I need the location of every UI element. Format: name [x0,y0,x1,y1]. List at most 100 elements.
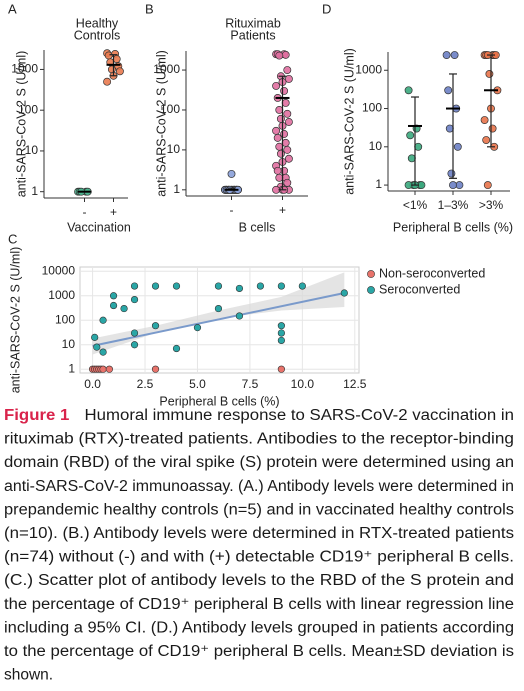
point [283,66,292,74]
x-tick-label: + [110,205,117,219]
point [283,178,292,187]
point [275,51,284,60]
y-tick-label: 1000 [48,288,75,302]
y-tick-label: 1 [375,177,382,191]
point [172,282,181,290]
caption-text: (n=74) without (-) and with (+) detectab… [4,549,514,566]
point [214,304,223,313]
x-tick-label: 10.0 [291,377,315,391]
y-tick-label: 100 [160,102,180,116]
point [277,365,285,373]
caption-line: (C.) Scatter plot of antibody levels to … [4,572,514,589]
point [453,142,462,151]
point [151,322,160,330]
caption-text: rituximab (RTX)-treated patients. Antibo… [4,431,514,448]
point [172,344,181,353]
caption-text: to the percentage of CD19⁺ peripheral B … [4,643,514,660]
point [130,295,139,304]
caption-line: to the percentage of CD19⁺ peripheral B … [4,643,514,660]
point [281,138,290,147]
point [130,329,139,337]
point [277,322,285,330]
point [485,70,494,78]
panel-title: Patients [230,28,275,42]
x-axis-title: Vaccination [67,220,131,234]
point [444,86,453,95]
confidence-band [92,272,345,355]
point [105,365,113,373]
point [280,86,289,95]
y-tick-label: 10000 [42,263,76,277]
caption-line: the percentage of CD19⁺ peripheral B cel… [4,596,514,613]
point [99,348,107,356]
caption-line: Figure 1 Humoral immune response to SARS-… [4,407,514,424]
point [272,81,281,90]
x-tick-label: 1–3% [438,198,469,212]
caption-text: (n=10). (B.) Antibody levels were determ… [4,525,514,542]
point [273,166,282,175]
caption-text: the percentage of CD19⁺ peripheral B cel… [4,596,514,613]
y-axis-title: anti-SARS-CoV-2 S (U/ml) [14,51,28,198]
y-tick-label: 1 [173,182,180,196]
x-tick-label: 12.5 [343,377,367,391]
x-axis-title: B cells [239,220,276,234]
caption-text: shown. [4,667,53,684]
panel-label: A [8,1,17,16]
panel-title: Controls [74,28,121,42]
caption-text: domain (RBD) of the viral spike (S) prot… [4,454,514,471]
caption-line: prepandemic healthy controls (n=5) and i… [4,501,514,518]
point [99,365,107,373]
point [256,282,265,290]
point [227,169,236,178]
point [151,365,160,373]
x-tick-label: - [230,203,234,217]
panel-title: Rituximab [225,16,281,30]
y-tick-label: 10 [62,337,76,351]
point [91,333,99,341]
panel-title: Healthy [76,16,119,30]
point [480,116,489,125]
point [276,114,285,123]
y-tick-label: 100 [55,312,75,326]
point [284,118,293,126]
caption-text: prepandemic healthy controls (n=5) and i… [4,501,514,518]
y-tick-label: 100 [18,102,38,116]
point [450,51,459,59]
point [482,136,491,145]
legend-marker [367,286,375,294]
point [277,329,285,337]
y-tick-label: 10 [25,143,39,157]
point [284,154,293,163]
y-tick-label: 10 [369,139,383,153]
y-axis-title: anti-SARS-CoV-2 S (U/ml) [154,50,168,197]
x-axis-title: Peripheral B cells (%) [393,220,513,234]
y-tick-label: 1000 [355,62,382,76]
panel-label: D [322,1,331,16]
point [283,145,292,154]
panel-label: B [145,1,154,16]
point [109,292,118,300]
point [130,341,139,349]
point [235,312,244,320]
point [449,181,457,190]
legend-marker [367,270,375,278]
caption-text: (C.) Scatter plot of antibody levels to … [4,572,514,589]
caption-line: rituximab (RTX)-treated patients. Antibo… [4,431,514,448]
point [272,126,281,135]
point [281,98,290,107]
point [277,336,285,345]
point [103,77,112,86]
point [442,51,451,59]
point [483,181,492,190]
point [109,301,118,310]
x-axis-title: Peripheral B cells (%) [159,394,279,408]
regression-line [92,292,345,347]
caption-text: anti-SARS-CoV-2 immunoassay. (A.) Antibo… [4,478,514,495]
panel-label: C [8,231,17,246]
caption-line: (n=10). (B.) Antibody levels were determ… [4,525,514,542]
point [447,169,456,178]
caption-line: (n=74) without (-) and with (+) detectab… [4,549,514,566]
x-tick-label: 0.0 [84,377,101,391]
y-tick-label: 1000 [11,62,38,76]
